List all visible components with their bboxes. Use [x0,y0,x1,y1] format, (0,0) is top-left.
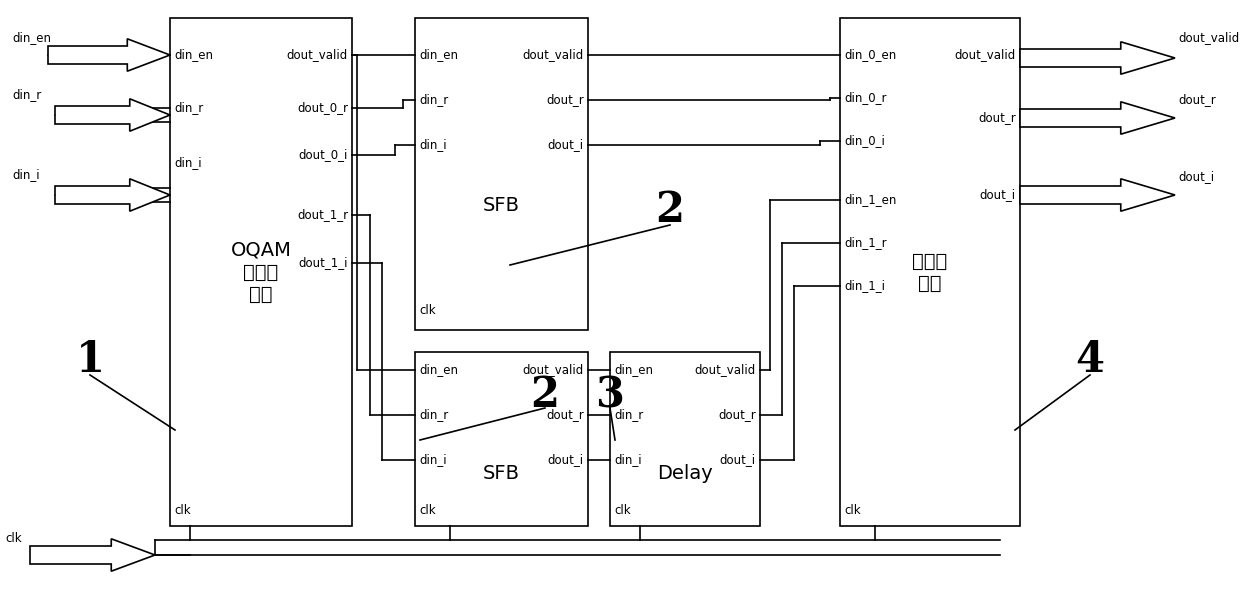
Text: dout_r: dout_r [718,408,756,422]
Text: dout_r: dout_r [1178,94,1215,107]
Text: 3: 3 [595,374,625,416]
Text: dout_valid: dout_valid [523,363,584,377]
Text: dout_0_r: dout_0_r [298,101,348,114]
Text: SFB: SFB [484,196,520,215]
Bar [839,18,1021,526]
Text: dout_valid: dout_valid [694,363,756,377]
Text: OQAM
预处理
模块: OQAM 预处理 模块 [231,240,291,304]
Text: 1: 1 [76,339,104,381]
Text: dout_valid: dout_valid [955,49,1016,62]
Polygon shape [1021,102,1176,134]
Text: dout_valid: dout_valid [1178,31,1239,44]
Text: clk: clk [419,304,435,317]
Bar [170,18,352,526]
Polygon shape [1021,42,1176,74]
Text: dout_i: dout_i [720,453,756,466]
Text: din_1_r: din_1_r [844,236,887,249]
Bar [610,352,760,526]
Text: clk: clk [614,504,631,516]
Text: dout_i: dout_i [548,139,584,152]
Text: dout_1_r: dout_1_r [296,208,348,221]
Bar [415,352,588,526]
Text: dout_r: dout_r [978,111,1016,124]
Text: dout_valid: dout_valid [286,49,348,62]
Text: din_i: din_i [419,139,446,152]
Text: din_i: din_i [614,453,641,466]
Polygon shape [55,99,170,131]
Text: din_0_r: din_0_r [844,92,887,105]
Text: din_r: din_r [614,408,644,422]
Text: din_0_i: din_0_i [844,134,885,147]
Text: dout_r: dout_r [547,94,584,107]
Text: 2: 2 [656,189,684,231]
Text: clk: clk [5,532,21,545]
Polygon shape [1021,179,1176,211]
Text: dout_i: dout_i [1178,170,1214,184]
Text: din_en: din_en [174,49,213,62]
Text: din_r: din_r [419,408,448,422]
Polygon shape [30,539,155,571]
Text: clk: clk [844,504,861,516]
Text: dout_i: dout_i [548,453,584,466]
Text: 4: 4 [1075,339,1105,381]
Text: clk: clk [174,504,191,516]
Polygon shape [48,39,170,71]
Text: 加法器
模块: 加法器 模块 [913,252,947,292]
Text: dout_valid: dout_valid [523,49,584,62]
Text: 2: 2 [531,374,559,416]
Text: din_r: din_r [419,94,448,107]
Text: dout_1_i: dout_1_i [299,256,348,269]
Text: Delay: Delay [657,464,713,483]
Text: dout_0_i: dout_0_i [299,149,348,162]
Text: dout_i: dout_i [980,188,1016,201]
Text: SFB: SFB [484,464,520,483]
Polygon shape [55,179,170,211]
Text: din_r: din_r [174,101,203,114]
Text: clk: clk [419,504,435,516]
Text: din_0_en: din_0_en [844,49,897,62]
Bar [415,18,588,330]
Text: din_i: din_i [419,453,446,466]
Text: din_en: din_en [614,363,653,377]
Text: din_i: din_i [174,156,202,169]
Text: din_r: din_r [12,88,41,101]
Text: din_en: din_en [419,49,458,62]
Text: din_i: din_i [12,169,40,182]
Text: din_en: din_en [12,31,51,44]
Text: din_en: din_en [419,363,458,377]
Text: dout_r: dout_r [547,408,584,422]
Text: din_1_i: din_1_i [844,279,885,292]
Text: din_1_en: din_1_en [844,194,897,207]
